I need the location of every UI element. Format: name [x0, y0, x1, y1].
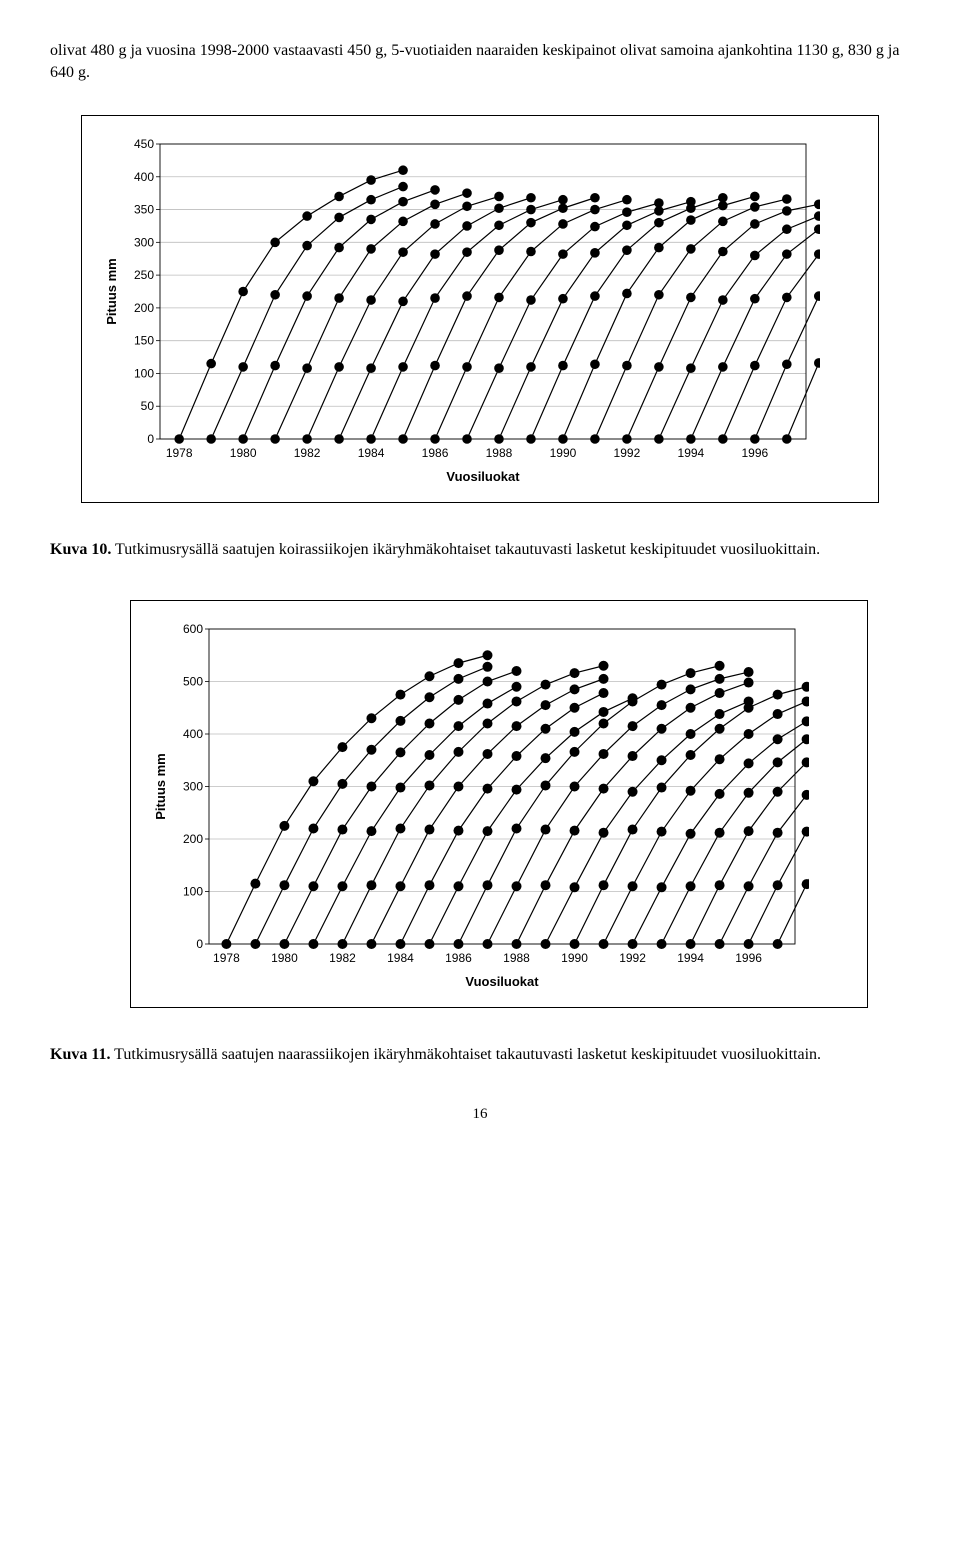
svg-text:1986: 1986 — [422, 446, 449, 460]
svg-text:50: 50 — [141, 399, 155, 413]
svg-text:450: 450 — [134, 137, 154, 151]
svg-text:1988: 1988 — [486, 446, 513, 460]
svg-text:400: 400 — [183, 727, 203, 741]
svg-text:1980: 1980 — [230, 446, 257, 460]
svg-text:1996: 1996 — [735, 951, 762, 965]
svg-text:500: 500 — [183, 675, 203, 689]
svg-text:300: 300 — [134, 235, 154, 249]
svg-text:400: 400 — [134, 170, 154, 184]
svg-text:100: 100 — [183, 885, 203, 899]
svg-text:1992: 1992 — [619, 951, 646, 965]
svg-text:1982: 1982 — [294, 446, 321, 460]
svg-text:250: 250 — [134, 268, 154, 282]
svg-text:1990: 1990 — [550, 446, 577, 460]
svg-text:1978: 1978 — [213, 951, 240, 965]
caption2-bold: Kuva 11. — [50, 1046, 110, 1063]
chart1-svg: 0 50 100 150 200 250 300 350 400 450 1978 1980 1982 1… — [100, 134, 820, 494]
svg-text:1994: 1994 — [678, 446, 705, 460]
svg-text:1984: 1984 — [387, 951, 414, 965]
svg-text:200: 200 — [183, 832, 203, 846]
caption2-rest: Tutkimusrysällä saatujen naarassiikojen … — [110, 1046, 821, 1063]
page-number: 16 — [50, 1106, 910, 1123]
svg-text:Pituus mm: Pituus mm — [104, 258, 119, 324]
svg-text:350: 350 — [134, 202, 154, 216]
caption1-rest: Tutkimusrysällä saatujen koirassiikojen … — [111, 541, 820, 558]
caption1-bold: Kuva 10. — [50, 541, 111, 558]
svg-text:1982: 1982 — [329, 951, 356, 965]
svg-text:100: 100 — [134, 366, 154, 380]
svg-text:1986: 1986 — [445, 951, 472, 965]
caption1: Kuva 10. Tutkimusrysällä saatujen koiras… — [50, 539, 910, 561]
svg-text:1994: 1994 — [677, 951, 704, 965]
svg-text:1978: 1978 — [166, 446, 193, 460]
svg-text:150: 150 — [134, 333, 154, 347]
svg-text:Pituus mm: Pituus mm — [153, 754, 168, 820]
svg-text:0: 0 — [147, 432, 154, 446]
svg-text:0: 0 — [196, 937, 203, 951]
svg-text:1992: 1992 — [614, 446, 641, 460]
svg-text:1996: 1996 — [741, 446, 768, 460]
svg-text:1988: 1988 — [503, 951, 530, 965]
svg-text:1990: 1990 — [561, 951, 588, 965]
svg-text:200: 200 — [134, 301, 154, 315]
chart2-frame: 0 100 200 300 400 500 600 1978 1980 1982 1984 1986 1… — [130, 600, 868, 1008]
svg-text:Vuosiluokat: Vuosiluokat — [446, 469, 520, 484]
svg-text:1984: 1984 — [358, 446, 385, 460]
svg-text:600: 600 — [183, 622, 203, 636]
svg-text:Vuosiluokat: Vuosiluokat — [465, 974, 539, 989]
caption2: Kuva 11. Tutkimusrysällä saatujen naaras… — [50, 1044, 910, 1066]
chart2-svg: 0 100 200 300 400 500 600 1978 1980 1982 1984 1986 1… — [149, 619, 809, 999]
svg-text:1980: 1980 — [271, 951, 298, 965]
intro-paragraph: olivat 480 g ja vuosina 1998-2000 vastaa… — [50, 40, 910, 85]
svg-text:300: 300 — [183, 780, 203, 794]
chart1-frame: 0 50 100 150 200 250 300 350 400 450 1978 1980 1982 1… — [81, 115, 879, 503]
